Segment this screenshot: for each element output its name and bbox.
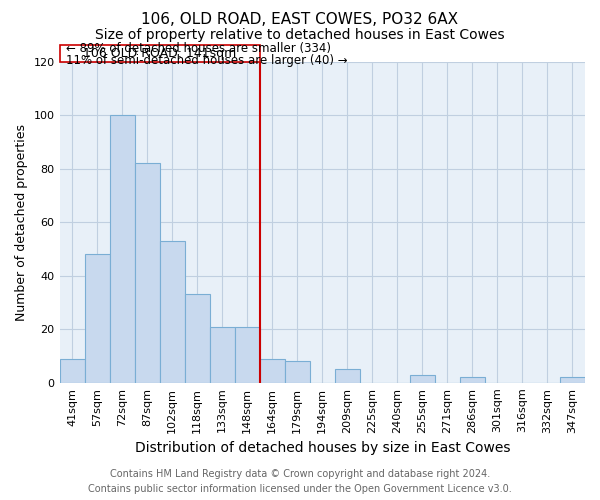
Bar [59, 358, 85, 383]
Bar [85, 254, 110, 383]
Bar [285, 362, 310, 383]
Bar [235, 326, 260, 383]
Bar [160, 241, 185, 383]
Bar [110, 115, 134, 383]
Bar [134, 163, 160, 383]
Bar [410, 375, 435, 383]
Bar [335, 370, 360, 383]
Bar [185, 294, 209, 383]
Text: ← 89% of detached houses are smaller (334): ← 89% of detached houses are smaller (33… [65, 42, 331, 54]
Text: 106, OLD ROAD, EAST COWES, PO32 6AX: 106, OLD ROAD, EAST COWES, PO32 6AX [142, 12, 458, 28]
Text: 106 OLD ROAD: 141sqm: 106 OLD ROAD: 141sqm [83, 48, 236, 60]
Text: 11% of semi-detached houses are larger (40) →: 11% of semi-detached houses are larger (… [65, 54, 347, 67]
Text: Contains HM Land Registry data © Crown copyright and database right 2024.
Contai: Contains HM Land Registry data © Crown c… [88, 469, 512, 494]
Bar [209, 326, 235, 383]
Bar [560, 378, 585, 383]
Bar [260, 358, 285, 383]
X-axis label: Distribution of detached houses by size in East Cowes: Distribution of detached houses by size … [134, 441, 510, 455]
Text: Size of property relative to detached houses in East Cowes: Size of property relative to detached ho… [95, 28, 505, 42]
Bar [460, 378, 485, 383]
Y-axis label: Number of detached properties: Number of detached properties [15, 124, 28, 320]
